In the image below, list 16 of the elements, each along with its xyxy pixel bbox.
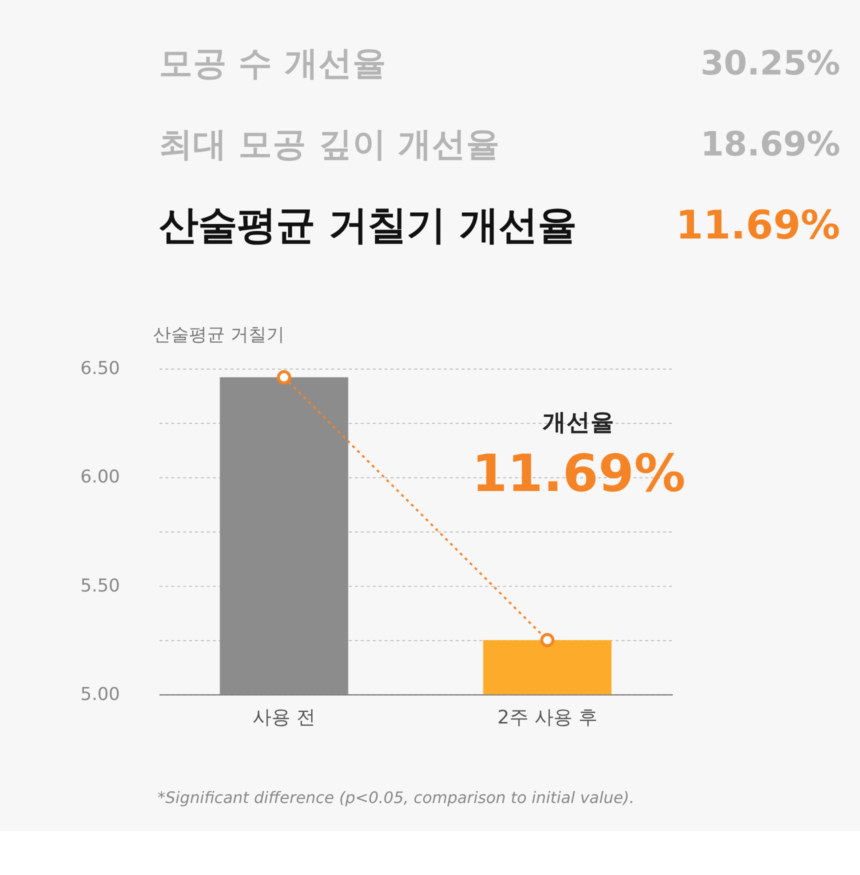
text: 18.69% [700,124,840,164]
y-tick-label: 6.50 [80,359,120,380]
y-tick-label: 5.50 [80,576,120,596]
text: 11.69% [676,202,840,248]
x-tick-label: 2주 사용 후 [497,708,598,729]
x-tick-label: 사용 전 [252,708,316,729]
y-axis-title: 산술평균 거칠기 [152,325,285,346]
text: 최대 모공 깊이 개선율 [158,124,500,164]
text: 산술평균 거칠기 개선율 [158,202,576,248]
y-tick-label: 6.00 [80,468,120,488]
y-tick-label: 5.00 [80,684,120,705]
text: *Significant difference (p<0.05, comparison to initial value). [158,788,634,808]
text: 30.25% [700,43,840,82]
annotation: 11.69% [472,444,686,504]
text: 모공 수 개선율 [158,43,386,82]
annotation: 개선율 [542,408,615,436]
